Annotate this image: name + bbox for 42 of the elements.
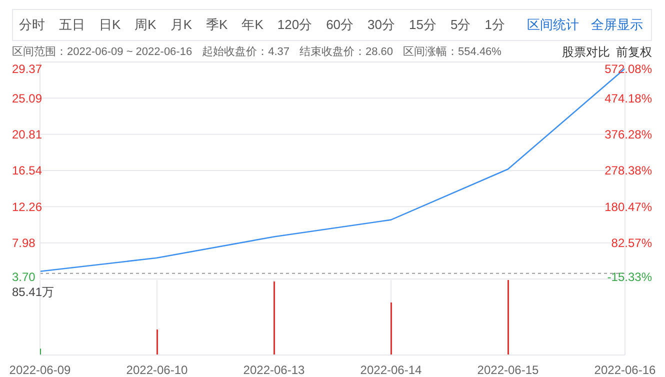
text: 120分 [277, 16, 312, 34]
text: 股票对比 [562, 44, 610, 61]
text: 季K [206, 16, 228, 34]
x-tick-label: 2022-06-16 [594, 362, 656, 377]
text: 区间涨幅：554.46% [403, 45, 502, 60]
y2-tick-label: -15.33% [607, 270, 652, 284]
x-tick-label: 2022-06-14 [360, 362, 422, 377]
y-tick-label: 25.09 [12, 91, 42, 106]
text: 年K [242, 16, 264, 34]
y2-tick-label: 572.08% [604, 62, 652, 76]
text: 15分 [409, 16, 436, 34]
x-tick-label: 2022-06-13 [243, 362, 306, 377]
y-tick-label: 16.54 [12, 164, 42, 178]
y-tick-label: 3.70 [12, 270, 36, 284]
text: 5分 [450, 16, 471, 34]
x-tick-label: 2022-06-15 [477, 362, 540, 377]
y-tick-label: 7.98 [12, 236, 36, 250]
text: 前复权 [616, 44, 652, 61]
x-tick-label: 2022-06-09 [9, 362, 72, 377]
y2-tick-label: 82.57% [611, 236, 652, 250]
text: 区间范围：2022-06-09 ~ 2022-06-16 [12, 45, 192, 60]
y-tick-label: 20.81 [12, 128, 42, 142]
text: 全屏显示 [591, 16, 643, 34]
y-tick-label: 12.26 [12, 200, 42, 214]
text: 结束收盘价：28.60 [300, 45, 394, 60]
y2-tick-label: 376.28% [604, 128, 652, 142]
text: 区间统计 [527, 16, 579, 34]
text: 五日 [59, 16, 85, 34]
y2-tick-label: 474.18% [604, 91, 652, 106]
text: 月K [170, 16, 192, 34]
text: 日K [99, 16, 121, 34]
text: 起始收盘价：4.37 [202, 45, 290, 60]
y-tick-label: 29.37 [12, 62, 42, 76]
annotation: 85.41万 [12, 284, 54, 301]
y2-tick-label: 278.38% [604, 164, 652, 178]
x-tick-label: 2022-06-10 [126, 362, 188, 377]
text: 分时 [19, 16, 45, 34]
text: 1分 [484, 16, 505, 34]
y2-tick-label: 180.47% [604, 200, 652, 214]
text: 周K [134, 16, 156, 34]
text: 60分 [326, 16, 354, 34]
text: 30分 [368, 16, 395, 34]
